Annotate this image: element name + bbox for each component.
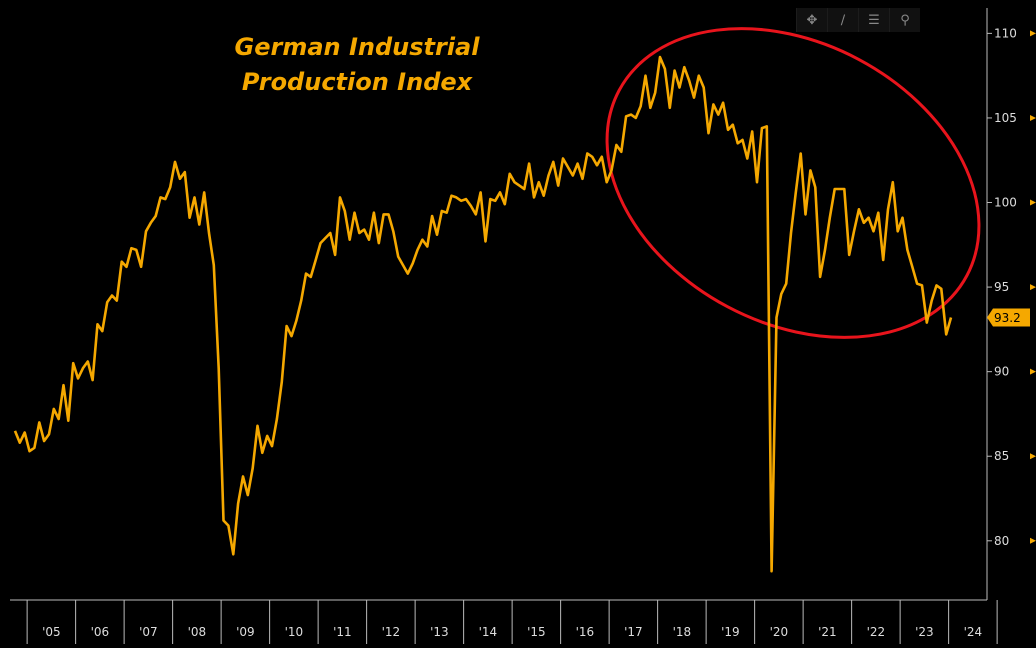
- y-tick-arrow-80: [1030, 537, 1036, 544]
- y-tick-label-110: 110: [994, 26, 1017, 40]
- crosshair-icon[interactable]: ✥: [796, 8, 827, 32]
- axis-layer: 80 85 90 95 100 105 110 93.2 '05 '06 '07 '08 '09 '10 '…: [10, 8, 1036, 644]
- x-tick-label-2007: '07: [139, 625, 158, 639]
- chart-title-line-2: Production Index: [241, 68, 473, 96]
- y-tick-label-85: 85: [994, 449, 1009, 463]
- x-tick-label-2024: '24: [964, 625, 983, 639]
- x-tick-label-2019: '19: [721, 625, 740, 639]
- y-tick-label-95: 95: [994, 280, 1009, 294]
- plot-layer: [13, 55, 953, 573]
- y-tick-arrow-105: [1030, 114, 1036, 121]
- chart-title-line-1: German Industrial: [234, 33, 480, 61]
- x-tick-label-2011: '11: [333, 625, 352, 639]
- highlight-ellipse: [605, 27, 981, 339]
- x-tick-label-2016: '16: [576, 625, 595, 639]
- x-tick-label-2021: '21: [818, 625, 837, 639]
- x-tick-label-2022: '22: [867, 625, 886, 639]
- last-value-badge: [987, 308, 1030, 327]
- x-tick-label-2010: '10: [285, 625, 304, 639]
- x-tick-label-2018: '18: [673, 625, 692, 639]
- pencil-icon[interactable]: ∕: [827, 8, 858, 32]
- y-tick-arrow-110: [1030, 30, 1036, 37]
- x-tick-label-2012: '12: [382, 625, 401, 639]
- x-tick-label-2009: '09: [236, 625, 255, 639]
- series-line-0: [13, 55, 953, 573]
- zoom-icon[interactable]: ⚲: [889, 8, 920, 32]
- y-tick-label-90: 90: [994, 365, 1009, 379]
- list-icon[interactable]: ☰: [858, 8, 889, 32]
- chart-toolbar: ✥ ∕ ☰ ⚲: [796, 8, 920, 32]
- x-tick-label-2015: '15: [527, 625, 546, 639]
- x-tick-label-2008: '08: [188, 625, 207, 639]
- y-tick-arrow-90: [1030, 368, 1036, 375]
- y-tick-arrow-95: [1030, 284, 1036, 291]
- x-tick-label-2017: '17: [624, 625, 643, 639]
- y-tick-label-80: 80: [994, 534, 1009, 548]
- x-tick-label-2005: '05: [42, 625, 61, 639]
- x-tick-label-2020: '20: [770, 625, 789, 639]
- chart-title: German Industrial Production Index: [232, 30, 482, 100]
- y-tick-arrow-100: [1030, 199, 1036, 206]
- x-tick-label-2023: '23: [915, 625, 934, 639]
- x-tick-label-2013: '13: [430, 625, 449, 639]
- y-tick-label-105: 105: [994, 111, 1017, 125]
- y-tick-label-100: 100: [994, 196, 1017, 210]
- x-tick-label-2006: '06: [91, 625, 110, 639]
- last-value-label: 93.2: [994, 311, 1021, 325]
- y-tick-arrow-85: [1030, 453, 1036, 460]
- x-tick-label-2014: '14: [479, 625, 498, 639]
